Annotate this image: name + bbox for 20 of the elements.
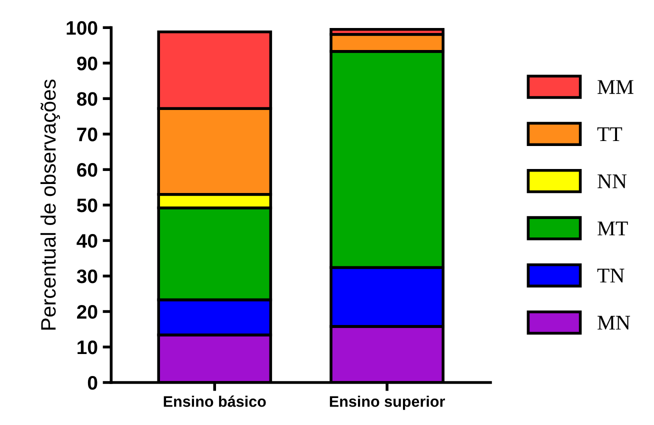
y-axis-title: Percentual de observações xyxy=(40,80,60,330)
legend-label: MT xyxy=(598,222,628,236)
x-tick-label: Ensino superior xyxy=(330,396,445,410)
legend-label: TN xyxy=(597,268,624,282)
y-tick-label: 60 xyxy=(77,163,98,177)
y-tick-label: 100 xyxy=(66,21,98,35)
legend-label: NN xyxy=(598,174,627,188)
y-tick-label: 0 xyxy=(88,376,98,390)
y-tick-label: 40 xyxy=(76,234,98,248)
x-tick-label: Ensino básico xyxy=(164,396,266,407)
y-tick-label: 20 xyxy=(77,304,98,319)
y-tick-label: 10 xyxy=(78,340,98,354)
y-tick-label: 50 xyxy=(76,198,98,212)
legend-label: MN xyxy=(598,316,630,330)
legend-label: TT xyxy=(597,127,622,141)
y-tick-label: 70 xyxy=(77,128,98,142)
y-tick-label: 30 xyxy=(76,270,98,284)
y-tick-label: 80 xyxy=(76,92,98,106)
y-tick-label: 90 xyxy=(77,56,98,70)
legend-label: MM xyxy=(598,80,634,94)
